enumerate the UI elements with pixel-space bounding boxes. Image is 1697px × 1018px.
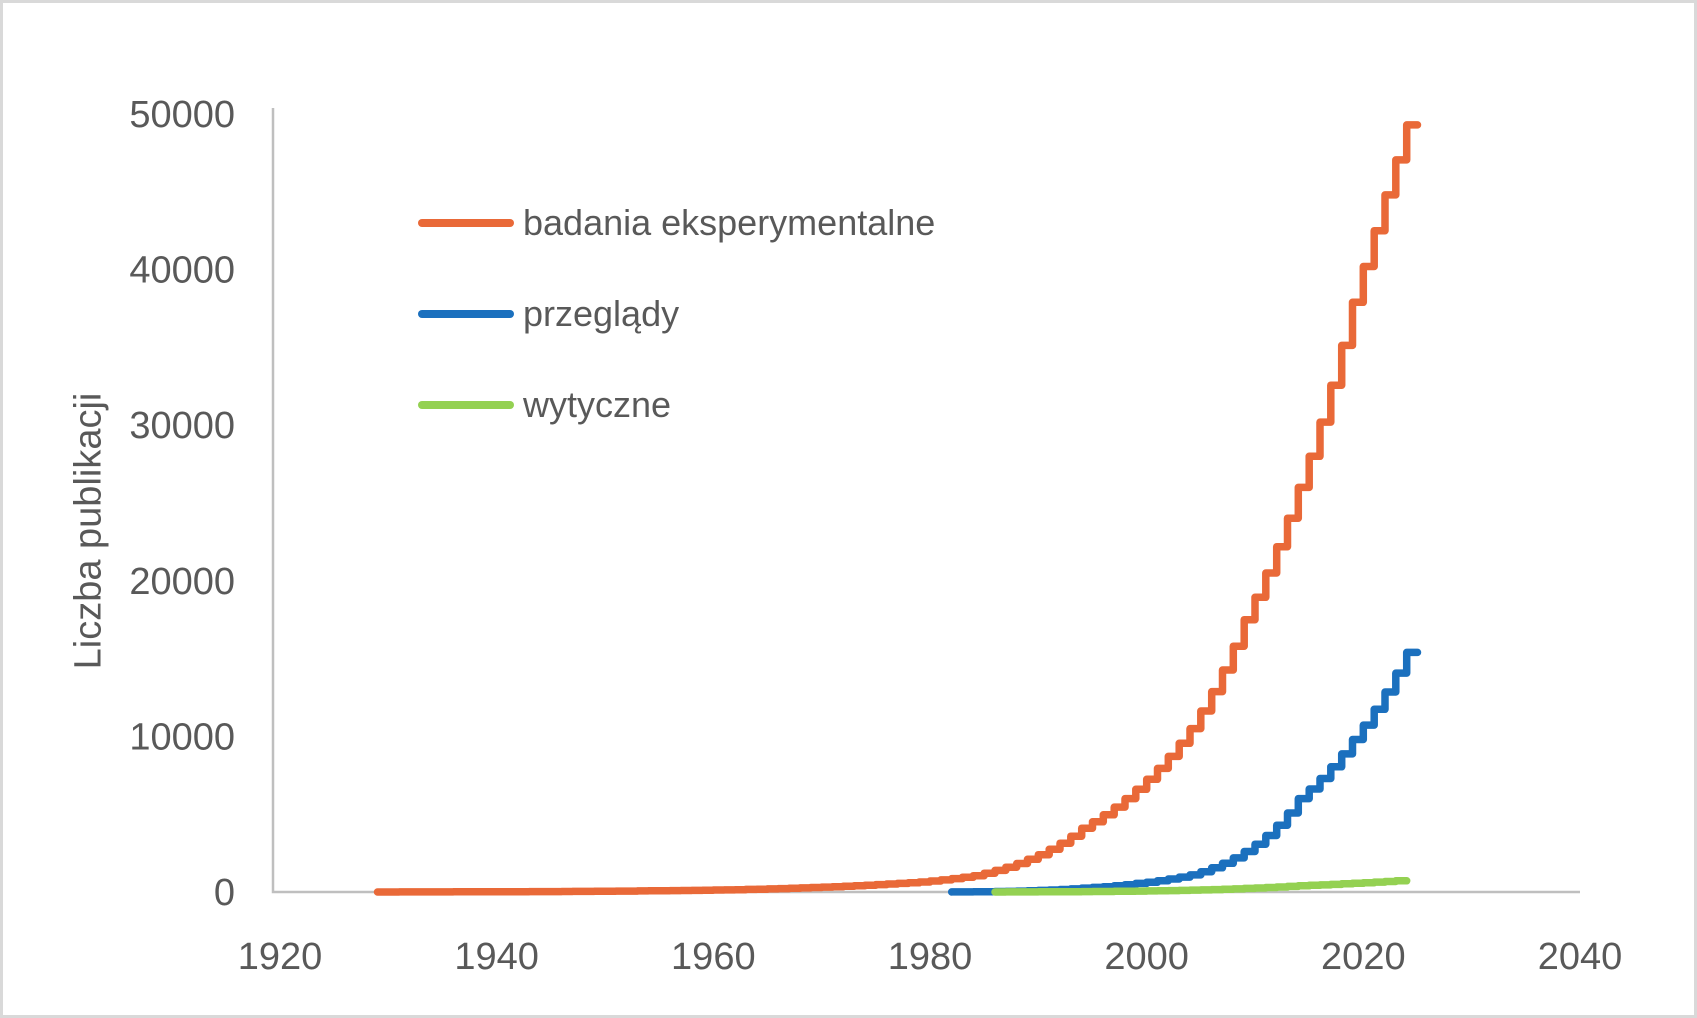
legend-swatch-0 <box>418 218 514 227</box>
series-line-0 <box>373 121 1422 896</box>
y-tick-label: 30000 <box>129 405 235 447</box>
x-tick-label: 2000 <box>1104 936 1189 978</box>
y-tick-label: 10000 <box>129 716 235 758</box>
legend-label-1: przeglądy <box>523 292 680 334</box>
x-tick-label: 1960 <box>671 936 756 978</box>
y-tick-label: 0 <box>214 872 235 914</box>
y-tick-label: 50000 <box>129 94 235 136</box>
series-line-1 <box>947 648 1422 896</box>
plot-area: 0 10000 20000 30000 40000 50000 1920 1940 1960 19… <box>129 94 1623 978</box>
y-axis-title: Liczba publikacji <box>67 392 110 670</box>
legend-swatch-2 <box>418 400 514 409</box>
legend-label-2: wytyczne <box>523 383 672 425</box>
y-tick-label: 40000 <box>129 250 235 292</box>
y-tick-label: 20000 <box>129 561 235 603</box>
legend-label-0: badania eksperymentalne <box>523 201 936 243</box>
series-line-2 <box>991 877 1411 896</box>
x-tick-label: 2040 <box>1538 936 1623 978</box>
legend-item-0: badania eksperymentalne <box>418 177 935 268</box>
legend-item-1: przeglądy <box>418 268 935 359</box>
x-tick-label: 1940 <box>454 936 539 978</box>
legend-item-2: wytyczne <box>418 359 935 450</box>
x-tick-label: 1980 <box>888 936 973 978</box>
legend-swatch-1 <box>418 309 514 318</box>
x-tick-label: 1920 <box>238 936 323 978</box>
legend: badania eksperymentalne przeglądy wytyczne <box>418 177 935 450</box>
x-tick-label: 2020 <box>1321 936 1406 978</box>
